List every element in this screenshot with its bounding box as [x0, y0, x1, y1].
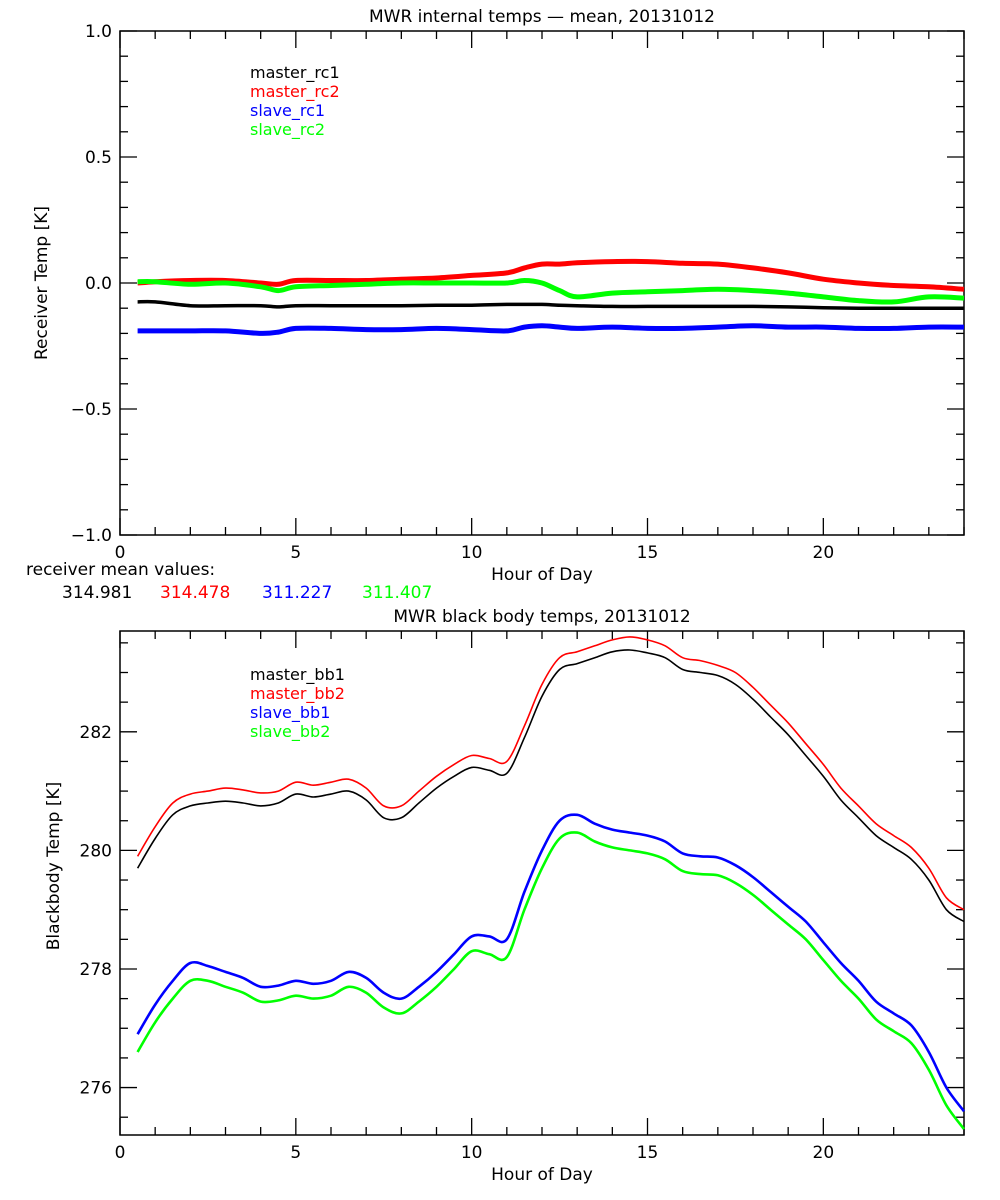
x-tick-label: 20 — [813, 1143, 835, 1163]
series-line-master-rc2 — [137, 258, 965, 292]
y-tick-labels: −1.0 −0.5 0.0 0.5 1.0 — [71, 22, 112, 546]
x-tick-label: 15 — [637, 1143, 659, 1163]
chart-title: MWR internal temps — mean, 20131012 — [369, 7, 715, 27]
series-lines — [136, 636, 966, 1130]
series-line-slave-bb2 — [136, 831, 966, 1130]
series-line-slave-rc2 — [137, 278, 965, 305]
series-line-master-bb1 — [136, 649, 965, 923]
legend-entry: slave_rc2 — [250, 120, 325, 140]
series-line-master-rc1 — [137, 299, 964, 310]
x-tick-label: 15 — [637, 543, 659, 563]
x-axis-label: Hour of Day — [491, 1165, 593, 1185]
x-tick-label: 10 — [461, 543, 483, 563]
series-line-slave-bb1 — [136, 813, 966, 1113]
mean-value: 311.227 — [262, 583, 332, 603]
y-tick-labels: 276 278 280 282 — [80, 723, 112, 1099]
x-axis-label: Hour of Day — [491, 565, 593, 585]
series-line-slave-rc1 — [137, 323, 965, 336]
y-tick-label: −0.5 — [71, 400, 112, 420]
y-tick-label: 282 — [80, 723, 112, 743]
plot-frame — [119, 630, 965, 1136]
mean-value: 314.981 — [62, 583, 132, 603]
y-tick-label: 278 — [80, 960, 112, 980]
x-tick-label: 10 — [461, 1143, 483, 1163]
mean-values-label: receiver mean values: — [26, 560, 215, 580]
x-tick-label: 5 — [290, 543, 301, 563]
mean-value: 311.407 — [362, 583, 432, 603]
y-tick-label: 280 — [80, 841, 112, 861]
series-lines — [137, 258, 965, 336]
y-tick-label: −1.0 — [71, 526, 112, 546]
legend-entry: master_bb2 — [250, 684, 345, 704]
x-tick-label: 0 — [115, 543, 126, 563]
legend-entry: slave_rc1 — [250, 101, 325, 121]
x-tick-labels: 0 5 10 15 20 — [115, 543, 835, 563]
legend-entry: slave_bb1 — [250, 703, 330, 723]
y-tick-label: 1.0 — [85, 22, 112, 42]
y-axis-label: Receiver Temp [K] — [32, 206, 52, 360]
chart-title: MWR black body temps, 20131012 — [393, 607, 690, 627]
series-line-master-bb2 — [136, 636, 965, 911]
x-tick-labels: 0 5 10 15 20 — [115, 1143, 835, 1163]
y-tick-label: 276 — [80, 1079, 112, 1099]
receiver-temp-chart: MWR internal temps — mean, 20131012 −1.0… — [26, 7, 965, 603]
legend-entry: master_bb1 — [250, 665, 345, 685]
legend-entry: slave_bb2 — [250, 722, 330, 742]
mean-values: 314.981 314.478 311.227 311.407 — [62, 583, 432, 603]
y-axis-label: Blackbody Temp [K] — [44, 782, 64, 951]
legend-entry: master_rc2 — [250, 82, 340, 102]
blackbody-temp-chart: MWR black body temps, 20131012 276 278 280… — [44, 607, 966, 1185]
x-tick-label: 0 — [115, 1143, 126, 1163]
mean-value: 314.478 — [160, 583, 230, 603]
legend-entry: master_rc1 — [250, 63, 340, 83]
axis-ticks — [119, 30, 965, 536]
x-tick-label: 5 — [290, 1143, 301, 1163]
y-tick-label: 0.5 — [85, 148, 112, 168]
axis-ticks — [119, 631, 965, 1135]
y-tick-label: 0.0 — [85, 274, 112, 294]
x-tick-label: 20 — [813, 543, 835, 563]
